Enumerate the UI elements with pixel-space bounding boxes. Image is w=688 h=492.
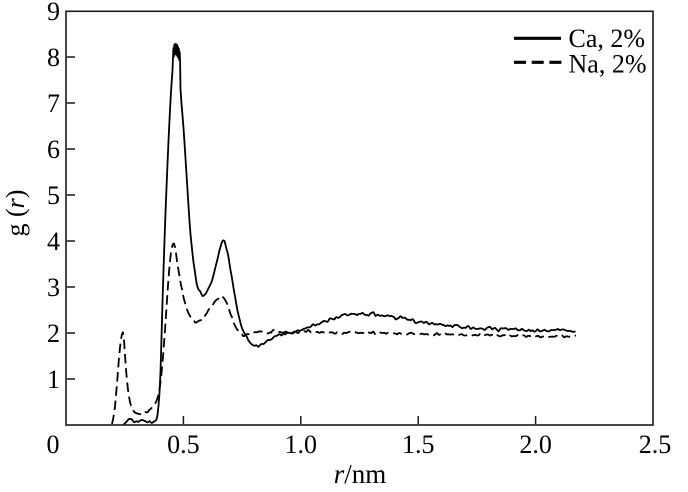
svg-text:7: 7 [47,89,60,118]
svg-text:1.5: 1.5 [402,430,435,459]
svg-text:6: 6 [47,135,60,164]
svg-text:r/nm: r/nm [334,459,387,489]
svg-text:1: 1 [47,365,60,394]
svg-text:8: 8 [47,43,60,72]
svg-text:9: 9 [47,0,60,26]
svg-text:Na, 2%: Na, 2% [569,49,647,78]
svg-text:3: 3 [47,273,60,302]
svg-text:1.0: 1.0 [285,430,318,459]
svg-text:Ca, 2%: Ca, 2% [569,24,646,53]
svg-text:g (r): g (r) [1,190,30,237]
svg-text:4: 4 [47,227,60,256]
svg-text:2.0: 2.0 [519,430,552,459]
svg-text:2: 2 [47,319,60,348]
svg-text:0: 0 [47,430,60,459]
svg-text:0.5: 0.5 [167,430,200,459]
svg-text:5: 5 [47,181,60,210]
svg-text:2.5: 2.5 [639,430,672,459]
